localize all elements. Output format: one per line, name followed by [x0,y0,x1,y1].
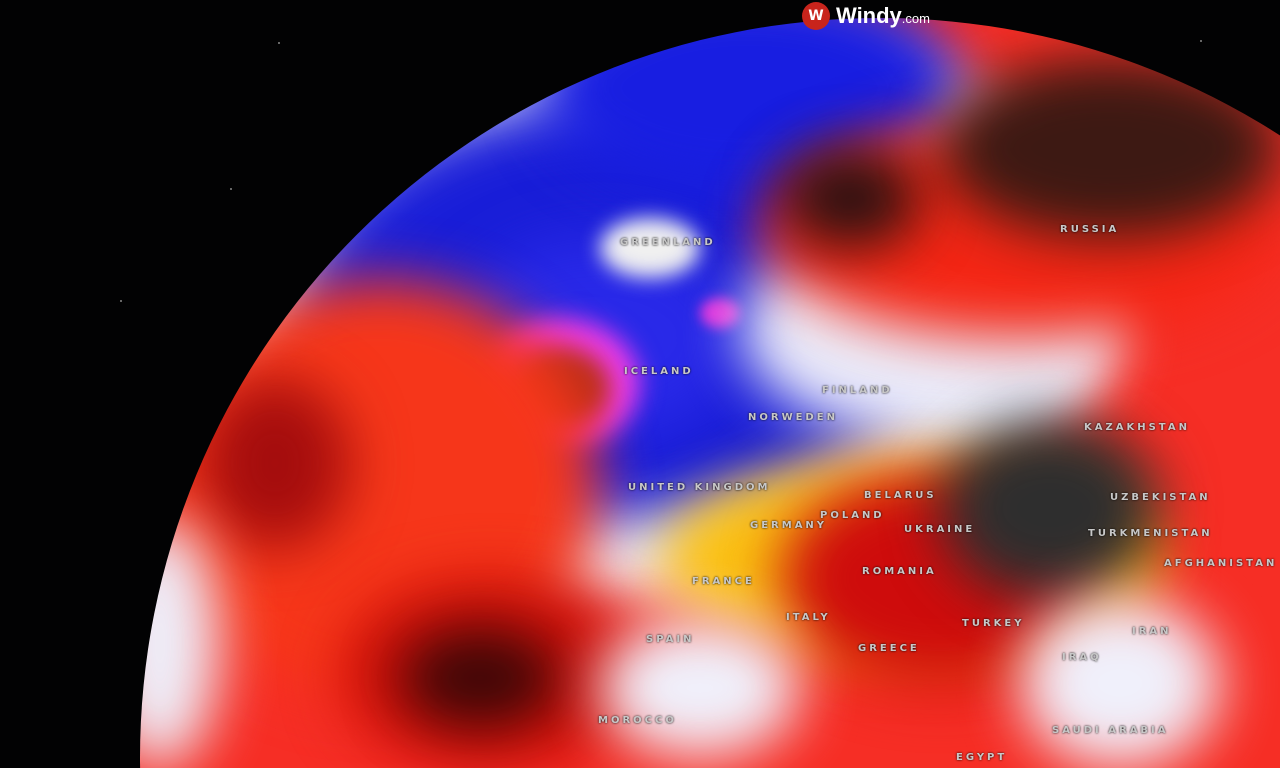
map-label: ITALY [786,612,831,623]
map-label: ICELAND [624,366,694,377]
map-label: MOROCCO [598,715,677,726]
temperature-region [940,418,1160,598]
map-label: BELARUS [864,490,937,501]
map-label: GERMANY [750,520,828,531]
map-label: AFGHANISTAN [1164,558,1278,569]
map-label: UZBEKISTAN [1110,492,1211,503]
map-label: FRANCE [692,576,755,587]
brand-name-text: Windy [836,3,902,28]
temperature-region [1020,598,1220,768]
temperature-region [700,298,740,328]
star [278,42,280,44]
map-label: FINLAND [822,385,893,396]
star [230,188,232,190]
temperature-region [600,618,800,758]
star [120,300,122,302]
map-label: EGYPT [956,752,1008,763]
map-label: GREENLAND [620,237,716,248]
map-label: GREECE [858,643,920,654]
map-label: UNITED KINGDOM [628,482,771,493]
brand-name: Windy.com [836,3,930,29]
windy-logo[interactable]: W Windy.com [802,2,930,30]
map-label: RUSSIA [1060,224,1120,235]
map-label: ROMANIA [862,566,937,577]
temperature-region [400,628,560,728]
temperature-region [780,148,920,248]
temperature-region [600,218,700,278]
map-label: SPAIN [646,634,695,645]
star [1200,40,1202,42]
map-label: TURKEY [962,618,1025,629]
map-label: TURKMENISTAN [1088,528,1213,539]
map-label: IRAN [1132,626,1172,637]
map-label: IRAQ [1062,652,1102,663]
brand-suffix: .com [901,11,930,26]
map-label: POLAND [820,510,885,521]
map-label: KAZAKHSTAN [1084,422,1190,433]
map-label: NORWEDEN [748,412,838,423]
windy-logo-icon: W [802,2,830,30]
map-label: SAUDI ARABIA [1052,725,1169,736]
map-label: UKRAINE [904,524,976,535]
